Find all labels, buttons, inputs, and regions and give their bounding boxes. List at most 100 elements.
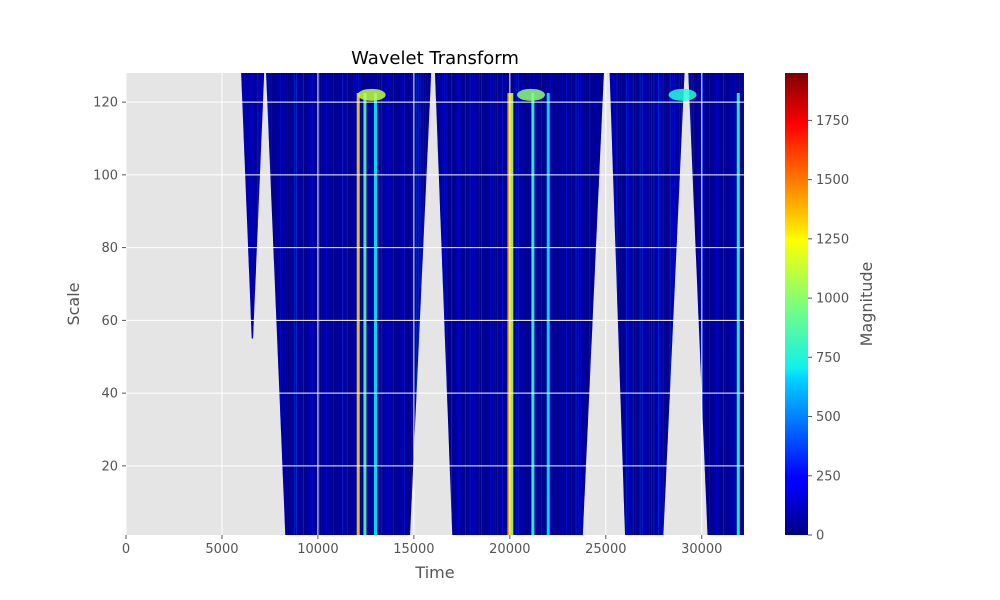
- streak: [561, 73, 563, 535]
- streak: [469, 73, 471, 535]
- streak: [381, 73, 383, 535]
- magnitude-band-5: [531, 93, 535, 535]
- streak: [664, 73, 666, 535]
- streak: [337, 73, 339, 535]
- streak: [732, 73, 734, 535]
- magnitude-band-0: [356, 93, 360, 535]
- streak: [577, 73, 579, 535]
- streak: [316, 73, 318, 535]
- streak: [476, 73, 478, 535]
- streak: [275, 73, 277, 535]
- streak: [342, 73, 344, 535]
- streak: [490, 73, 492, 535]
- x-tick-label: 10000: [297, 542, 338, 557]
- streak: [349, 73, 351, 535]
- y-axis-ticks: 20 40 60 80 100 120: [93, 96, 126, 474]
- streak: [328, 73, 330, 535]
- streak: [323, 73, 325, 535]
- streak: [453, 73, 455, 535]
- streak: [582, 73, 584, 535]
- colorbar-tick-label: 1000: [816, 292, 849, 307]
- streak: [648, 73, 650, 535]
- streak: [743, 73, 744, 535]
- streak: [497, 73, 499, 535]
- streak: [536, 73, 538, 535]
- streak: [487, 73, 489, 535]
- magnitude-band-3: [507, 93, 511, 535]
- streak: [451, 73, 453, 535]
- streak: [568, 73, 570, 535]
- streak: [550, 73, 552, 535]
- streak: [302, 73, 304, 535]
- streak: [699, 73, 701, 535]
- streak: [494, 73, 496, 535]
- streak: [702, 73, 704, 535]
- streak: [720, 73, 722, 535]
- x-tick-label: 25000: [585, 542, 626, 557]
- streak: [257, 73, 259, 339]
- streak: [455, 73, 457, 535]
- streak: [418, 73, 420, 535]
- streak: [305, 73, 307, 535]
- streak: [279, 73, 281, 535]
- streak: [644, 73, 646, 535]
- streak: [658, 73, 660, 535]
- streak: [291, 73, 293, 535]
- streak: [704, 73, 706, 535]
- streak: [515, 73, 517, 535]
- streak: [321, 73, 323, 535]
- streak: [314, 73, 316, 535]
- streak: [729, 73, 731, 535]
- streak: [467, 73, 469, 535]
- streak: [448, 73, 450, 535]
- colorbar-tick-label: 750: [816, 351, 841, 366]
- streak: [653, 73, 655, 535]
- streak: [630, 73, 632, 535]
- colorbar-tick-label: 1750: [816, 114, 849, 129]
- streak: [332, 73, 334, 535]
- streak: [360, 73, 362, 535]
- streak: [545, 73, 547, 535]
- streak: [540, 73, 542, 535]
- streak: [524, 73, 526, 535]
- streak: [570, 73, 572, 535]
- streak: [575, 73, 577, 535]
- y-axis-title: Scale: [64, 282, 83, 325]
- grid: [126, 73, 744, 535]
- streak: [618, 73, 620, 535]
- streak: [344, 73, 346, 535]
- streak: [580, 73, 582, 535]
- streak: [587, 73, 589, 535]
- y-tick-label: 60: [101, 314, 118, 329]
- streak: [591, 73, 593, 535]
- x-tick-label: 20000: [489, 542, 530, 557]
- streak: [725, 73, 727, 535]
- streak: [346, 73, 348, 535]
- y-tick-label: 40: [101, 387, 118, 402]
- streak: [355, 73, 357, 535]
- streak: [330, 73, 332, 535]
- hotspot-1: [516, 88, 545, 101]
- streak: [517, 73, 519, 535]
- streak: [372, 73, 374, 535]
- streak: [376, 73, 378, 535]
- streak: [506, 73, 508, 535]
- streak: [741, 73, 743, 535]
- streak: [385, 73, 387, 535]
- streak: [655, 73, 657, 535]
- x-tick-label: 30000: [681, 542, 722, 557]
- streak: [404, 73, 406, 535]
- streak: [485, 73, 487, 535]
- streak: [392, 73, 394, 535]
- streak: [353, 73, 355, 535]
- streak: [471, 73, 473, 535]
- streak: [513, 73, 515, 535]
- streak: [464, 73, 466, 535]
- streak: [446, 73, 448, 535]
- streak: [697, 73, 699, 535]
- y-tick-label: 80: [101, 241, 118, 256]
- streak: [584, 73, 586, 535]
- y-tick-label: 120: [93, 96, 118, 111]
- streak: [573, 73, 575, 535]
